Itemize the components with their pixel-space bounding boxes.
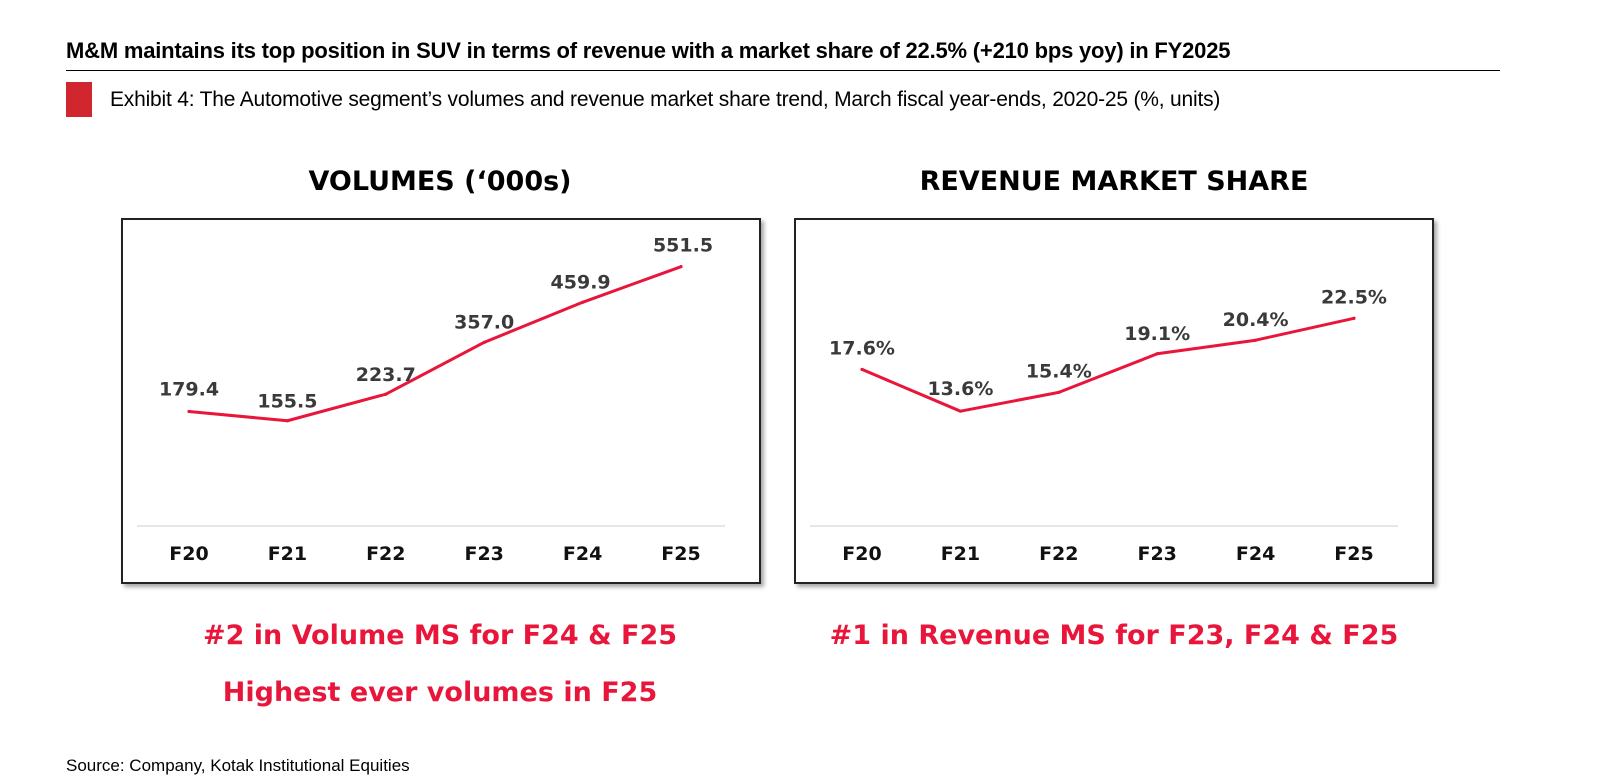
series-line (187, 265, 683, 423)
highest-volumes-note: Highest ever volumes in F25 (222, 677, 658, 708)
data-label-f25: 22.5% (1321, 286, 1387, 308)
data-label-f22: 15.4% (1026, 360, 1092, 382)
data-point-f20 (187, 409, 191, 414)
x-tick-label-f23: F23 (464, 543, 503, 565)
x-tick-label-f23: F23 (1137, 543, 1176, 565)
data-label-f22: 223.7 (356, 364, 416, 386)
data-point-f25 (679, 265, 683, 269)
data-point-f22 (384, 392, 388, 396)
data-point-f22 (1057, 390, 1061, 394)
data-label-f20: 179.4 (159, 378, 219, 400)
data-label-f24: 20.4% (1223, 309, 1289, 331)
data-point-f23 (482, 340, 486, 344)
data-point-f24 (581, 300, 585, 304)
x-tick-label-f25: F25 (661, 543, 700, 565)
data-label-f23: 357.0 (454, 311, 514, 333)
data-label-f21: 13.6% (927, 378, 993, 400)
x-tick-label-f22: F22 (1039, 543, 1078, 565)
data-point-f21 (958, 409, 962, 413)
x-tick-label-f21: F21 (941, 543, 980, 565)
volumes-chart: 179.4 F20 155.5 F21 223.7 F22 357.0 F23 459.9 F24… (121, 218, 761, 584)
revenue-share-chart-title: REVENUE MARKET SHARE (919, 166, 1309, 197)
page-headline: M&M maintains its top position in SUV in… (66, 38, 1500, 71)
x-tick-label-f20: F20 (842, 543, 881, 565)
data-point-f23 (1155, 352, 1159, 356)
revenue-share-chart-svg: 17.6% F20 13.6% F21 15.4% F22 19.1% F23 20.4% F24… (810, 286, 1398, 565)
x-tick-label-f24: F24 (1236, 543, 1275, 565)
data-point-f24 (1254, 338, 1258, 342)
revenue-ms-note: #1 in Revenue MS for F23, F24 & F25 (829, 620, 1399, 651)
revenue-share-chart: 17.6% F20 13.6% F21 15.4% F22 19.1% F23 20.4% F24… (794, 218, 1434, 584)
data-label-f20: 17.6% (829, 337, 895, 359)
data-label-f21: 155.5 (257, 391, 317, 413)
data-label-f24: 459.9 (551, 271, 611, 293)
data-point-f20 (860, 367, 864, 372)
volumes-chart-svg: 179.4 F20 155.5 F21 223.7 F22 357.0 F23 459.9 F24… (137, 235, 725, 565)
volume-ms-note: #2 in Volume MS for F24 & F25 (202, 620, 678, 651)
data-point-f25 (1352, 316, 1356, 320)
data-point-f21 (285, 419, 289, 423)
x-tick-label-f22: F22 (366, 543, 405, 565)
data-label-f25: 551.5 (653, 235, 713, 257)
x-tick-label-f20: F20 (169, 543, 208, 565)
x-tick-label-f25: F25 (1334, 543, 1373, 565)
exhibit-accent-bar (66, 82, 92, 117)
x-tick-label-f21: F21 (268, 543, 307, 565)
source-note: Source: Company, Kotak Institutional Equ… (66, 756, 410, 775)
exhibit-title: Exhibit 4: The Automotive segment’s volu… (110, 88, 1221, 111)
x-tick-label-f24: F24 (563, 543, 602, 565)
series-line (860, 316, 1356, 413)
volumes-chart-title: VOLUMES (‘000s) (308, 166, 572, 197)
data-label-f23: 19.1% (1124, 323, 1190, 345)
